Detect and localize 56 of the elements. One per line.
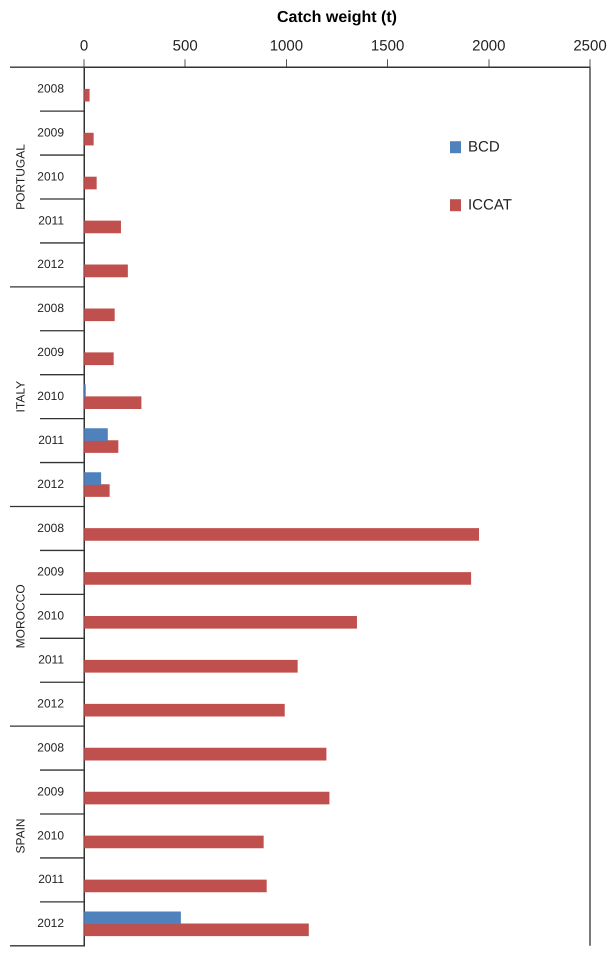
y-tick-label: 2011 — [38, 872, 64, 886]
y-tick-label: 2008 — [37, 740, 64, 754]
bar — [84, 924, 309, 936]
y-tick-label: 2011 — [38, 213, 64, 228]
y-tick-label: 2008 — [37, 81, 64, 96]
bar — [84, 792, 330, 804]
bar — [84, 528, 480, 541]
y-tick-label: 2009 — [37, 125, 64, 140]
bar — [84, 308, 115, 322]
y-tick-label: 2010 — [37, 388, 64, 403]
y-tick-label: 2009 — [37, 564, 64, 579]
text: PORTUGAL — [13, 144, 28, 210]
bar — [84, 836, 264, 848]
y-tick-label: 2010 — [37, 608, 64, 623]
y-tick-label: 2012 — [37, 696, 64, 710]
bar — [84, 220, 121, 234]
bar — [84, 660, 298, 673]
x-tick-label: 500 — [172, 37, 198, 54]
bar — [84, 428, 108, 441]
bar — [84, 352, 114, 366]
x-tick-label: 2000 — [472, 37, 506, 54]
bar — [84, 616, 357, 629]
bar — [84, 748, 326, 760]
y-tick-label: 2008 — [37, 301, 64, 316]
bar — [84, 440, 118, 453]
bar — [84, 912, 181, 924]
x-tick-label: 1000 — [270, 37, 304, 54]
text: ITALY — [13, 380, 28, 412]
y-tick-label: 2011 — [38, 652, 64, 667]
y-tick-label: 2009 — [37, 345, 64, 360]
bar — [84, 880, 267, 892]
x-tick-label: 0 — [80, 37, 88, 54]
bar — [84, 472, 102, 485]
y-tick-label: 2008 — [37, 520, 64, 535]
bar — [84, 704, 285, 717]
bar — [84, 88, 90, 102]
x-tick-label: 1500 — [370, 37, 404, 54]
legend-label: BCD — [468, 138, 500, 156]
bar — [84, 264, 128, 278]
y-tick-label: 2012 — [37, 476, 64, 491]
y-tick-label: 2012 — [37, 257, 64, 272]
bar — [84, 396, 142, 410]
legend-label: ICCAT — [468, 196, 512, 214]
y-tick-label: 2010 — [37, 169, 64, 184]
y-tick-label: 2010 — [37, 828, 64, 842]
text: SPAIN — [13, 818, 28, 854]
y-tick-label: 2011 — [38, 432, 64, 447]
bar — [84, 572, 472, 585]
x-axis-title: Catch weight (t) — [277, 9, 397, 26]
x-tick-label: 2500 — [573, 37, 607, 54]
bar — [84, 176, 97, 190]
bar — [84, 132, 94, 146]
bar — [84, 484, 110, 497]
y-tick-label: 2009 — [37, 784, 64, 798]
y-tick-label: 2012 — [37, 916, 64, 930]
text: MOROCCO — [13, 584, 28, 648]
